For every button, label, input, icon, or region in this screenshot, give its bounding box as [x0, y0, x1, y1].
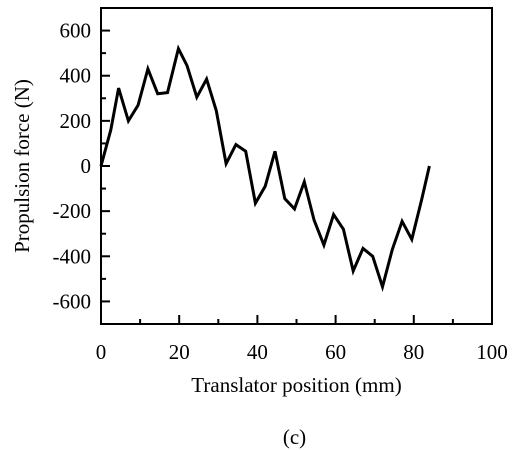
y-tick-label: -600 — [53, 289, 92, 313]
x-tick-label: 0 — [96, 340, 107, 364]
figure-caption: (c) — [283, 425, 306, 449]
x-axis-tick-labels: 0 20 40 60 80 100 — [96, 340, 508, 364]
x-tick-label: 80 — [403, 340, 424, 364]
y-tick-label: 0 — [81, 154, 92, 178]
x-tick-label: 100 — [476, 340, 508, 364]
y-axis-label: Propulsion force (N) — [10, 79, 34, 253]
y-axis-tick-labels: -600 -400 -200 0 200 400 600 — [53, 19, 92, 314]
y-tick-label: -400 — [53, 244, 92, 268]
x-axis-ticks — [100, 315, 493, 324]
y-tick-label: 400 — [60, 64, 92, 88]
series-line — [99, 44, 431, 293]
x-tick-label: 40 — [247, 340, 268, 364]
x-axis-label: Translator position (mm) — [191, 373, 401, 397]
y-tick-label: -200 — [53, 199, 92, 223]
x-tick-label: 20 — [169, 340, 190, 364]
x-tick-label: 60 — [325, 340, 346, 364]
y-tick-label: 200 — [60, 109, 92, 133]
y-tick-label: 600 — [60, 19, 92, 43]
plot-frame — [100, 7, 493, 325]
